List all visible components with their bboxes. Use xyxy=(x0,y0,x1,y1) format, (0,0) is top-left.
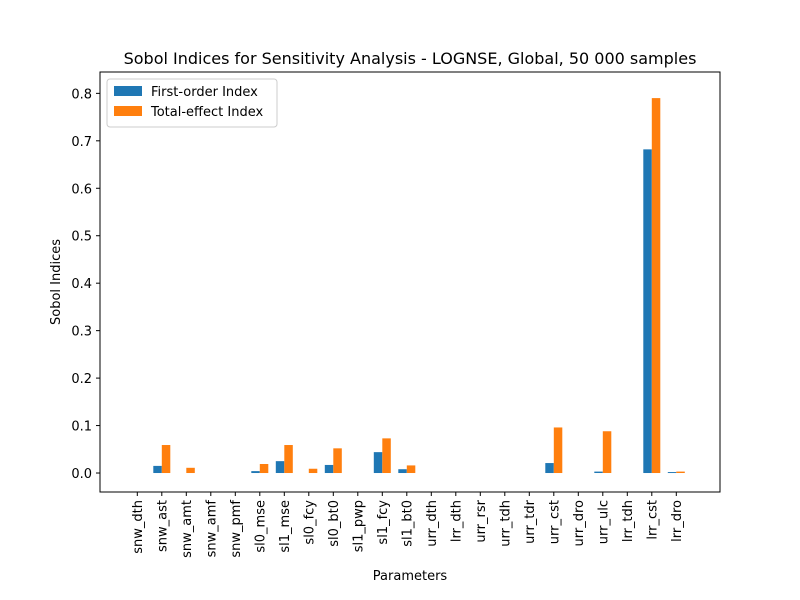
bar-first-order-snw-ast xyxy=(153,465,162,474)
x-tick-label-urr-tdh: urr_tdh xyxy=(498,500,513,547)
bar-total-effect-sl1-bt0 xyxy=(406,465,416,474)
x-axis-label: Parameters xyxy=(373,569,448,584)
bar-total-effect-lrr-cst xyxy=(651,98,661,474)
x-tick-label-sl0-fcy: sl0_fcy xyxy=(302,500,317,545)
bar-total-effect-urr-cst xyxy=(553,427,563,474)
y-tick-label: 0.0 xyxy=(71,467,92,482)
x-tick-label-urr-rsr: urr_rsr xyxy=(474,499,489,542)
y-tick-label: 0.1 xyxy=(71,420,92,435)
bar-first-order-sl1-mse xyxy=(275,461,285,474)
bar-first-order-sl1-bt0 xyxy=(398,469,407,474)
x-tick-label-snw-amf: snw_amf xyxy=(204,500,219,558)
x-tick-label-lrr-tdh: lrr_tdh xyxy=(621,500,636,542)
legend-frame xyxy=(106,78,278,128)
x-tick-label-sl0-mse: sl0_mse xyxy=(253,500,268,553)
y-tick-label: 0.7 xyxy=(71,135,92,150)
y-axis: 0.0 0.1 0.2 0.3 0.4 0.5 0.6 0.7 0.8 xyxy=(71,87,100,482)
x-tick-label-sl1-bt0: sl1_bt0 xyxy=(400,500,415,547)
y-tick-label: 0.6 xyxy=(71,182,92,197)
x-tick-label-sl1-pwp: sl1_pwp xyxy=(351,500,366,552)
x-tick-label-snw-amt: snw_amt xyxy=(180,500,195,558)
x-tick-label-urr-cst: urr_cst xyxy=(547,500,562,544)
legend-label-total-effect: Total-effect Index xyxy=(150,105,263,120)
bar-first-order-urr-cst xyxy=(545,463,554,474)
bar-first-order-urr-ulc xyxy=(594,471,603,474)
legend-swatch-first-order xyxy=(114,86,142,96)
bar-total-effect-urr-ulc xyxy=(602,431,612,474)
bar-total-effect-snw-ast xyxy=(161,445,171,474)
x-tick-label-sl0-bt0: sl0_bt0 xyxy=(327,500,342,547)
chart-title: Sobol Indices for Sensitivity Analysis -… xyxy=(124,49,697,68)
y-tick-label: 0.3 xyxy=(71,325,92,340)
x-axis: snw_dth snw_ast snw_amt snw_amf snw_pmf sl0_m… xyxy=(131,492,685,558)
x-tick-label-urr-tdr: urr_tdr xyxy=(523,499,538,544)
bar-first-order-sl0-mse xyxy=(251,471,260,474)
x-tick-label-lrr-dro: lrr_dro xyxy=(670,500,685,542)
y-tick-label: 0.5 xyxy=(71,230,92,245)
bar-total-effect-sl1-mse xyxy=(284,445,293,474)
y-axis-label: Sobol Indices xyxy=(49,239,64,325)
legend-swatch-total-effect xyxy=(114,106,142,116)
x-tick-label-sl1-fcy: sl1_fcy xyxy=(376,500,391,545)
bar-first-order-sl1-fcy xyxy=(373,452,383,474)
bar-total-effect-sl1-fcy xyxy=(382,438,391,474)
x-tick-label-snw-ast: snw_ast xyxy=(155,500,170,552)
bar-first-order-sl0-bt0 xyxy=(324,464,334,474)
bar-total-effect-lrr-dro xyxy=(676,471,685,474)
legend-label-first-order: First-order Index xyxy=(151,85,258,100)
bar-total-effect-snw-amt xyxy=(186,467,195,474)
bar-total-effect-sl0-bt0 xyxy=(333,448,342,474)
y-tick-label: 0.8 xyxy=(71,87,92,102)
y-tick-label: 0.2 xyxy=(71,372,92,387)
bar-total-effect-sl0-mse xyxy=(259,464,269,474)
bar-first-order-lrr-dro xyxy=(667,472,677,474)
x-tick-label-snw-dth: snw_dth xyxy=(131,500,146,554)
x-tick-label-sl1-mse: sl1_mse xyxy=(278,500,293,553)
bar-first-order-lrr-cst xyxy=(643,149,652,474)
x-tick-label-lrr-cst: lrr_cst xyxy=(645,500,660,540)
y-tick-label: 0.4 xyxy=(71,277,92,292)
bars-group xyxy=(153,98,685,474)
x-tick-label-snw-pmf: snw_pmf xyxy=(229,500,244,558)
x-tick-label-urr-dth: urr_dth xyxy=(425,500,440,547)
plot-frame xyxy=(99,71,721,493)
x-tick-label-lrr-dth: lrr_dth xyxy=(449,500,464,542)
bar-total-effect-sl0-fcy xyxy=(308,468,318,474)
x-tick-label-urr-ulc: urr_ulc xyxy=(596,500,611,544)
legend: First-order Index Total-effect Index xyxy=(106,78,278,128)
x-tick-label-urr-dro: urr_dro xyxy=(572,500,587,547)
